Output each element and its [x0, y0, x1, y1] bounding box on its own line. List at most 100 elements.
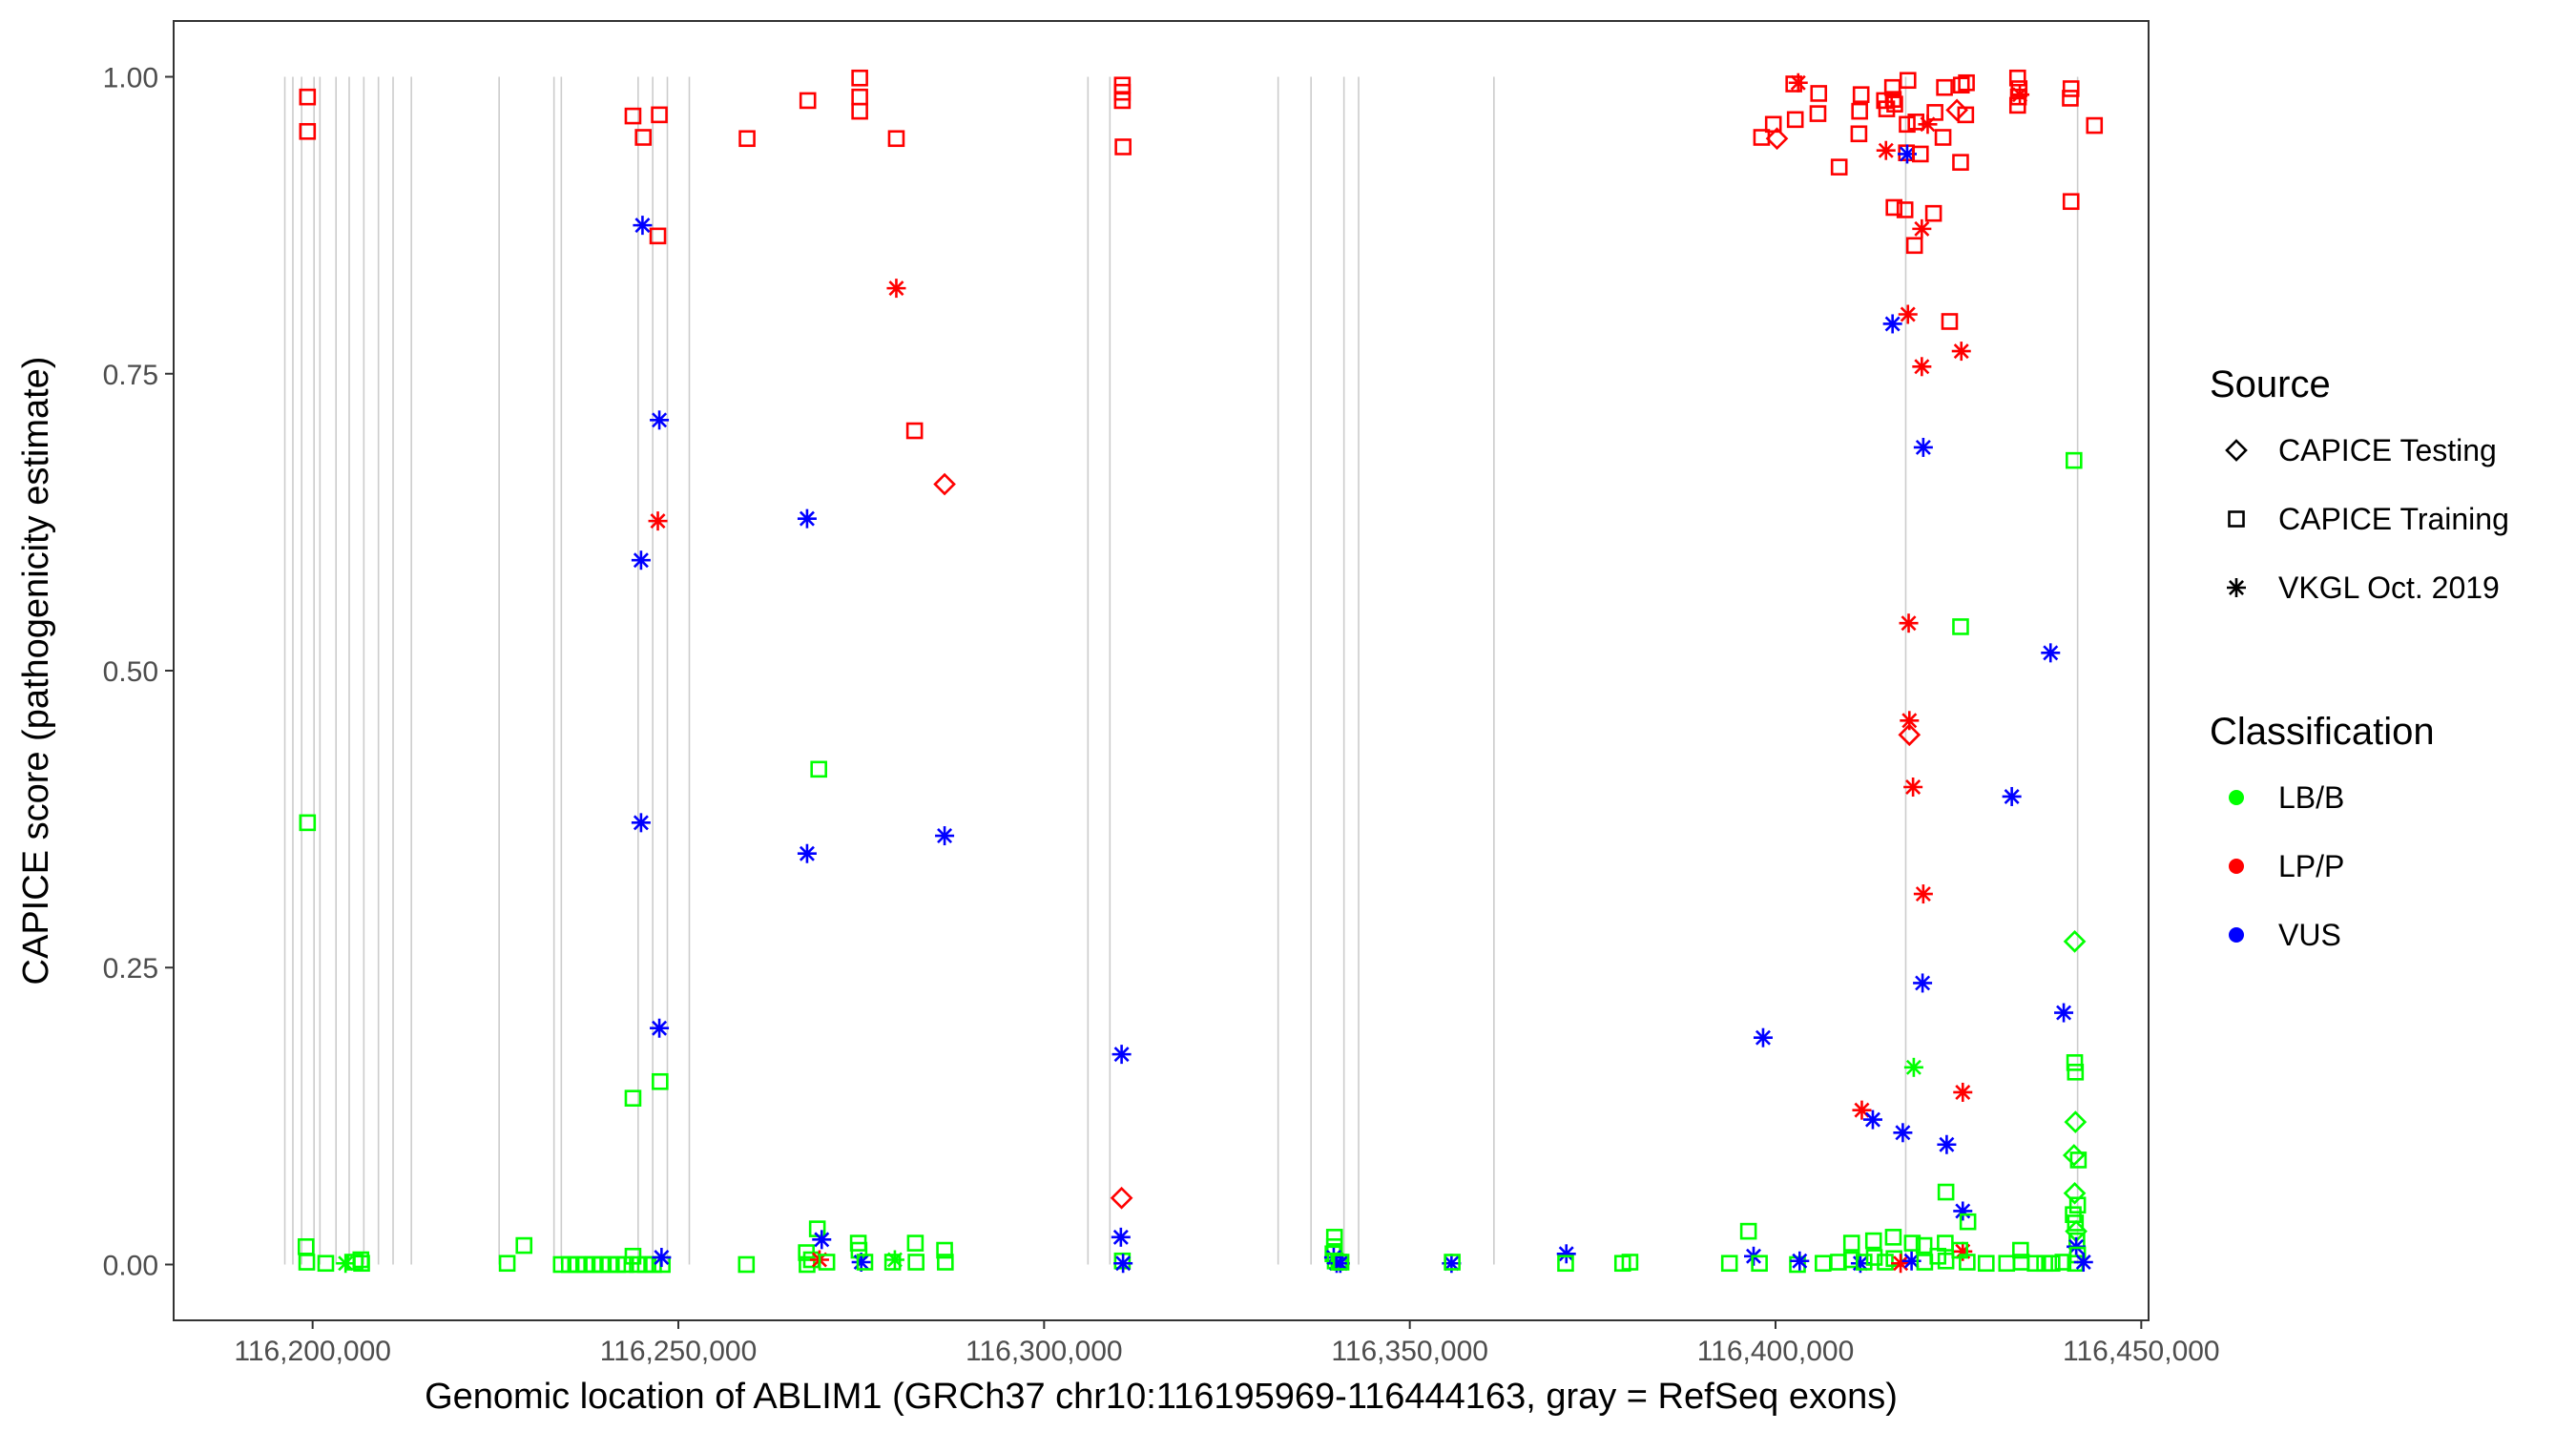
data-point [1788, 73, 1808, 93]
data-point [1957, 106, 1975, 124]
data-point [650, 1018, 670, 1038]
data-point [2067, 1214, 2085, 1232]
legend-classification-title: Classification [2210, 711, 2435, 753]
data-point [812, 1230, 832, 1250]
data-point [935, 826, 955, 846]
data-point [1325, 1229, 1343, 1246]
data-point [1850, 125, 1868, 143]
data-point [936, 1241, 953, 1259]
legend-source-key [2225, 439, 2248, 462]
legend-class-label: LP/P [2278, 849, 2344, 883]
data-point [1852, 86, 1870, 103]
data-point [886, 279, 906, 299]
data-points [297, 69, 2104, 1274]
legend-source-key [2227, 578, 2246, 597]
data-point [2008, 69, 2026, 87]
data-point [1113, 92, 1132, 110]
data-point [1915, 1236, 1933, 1255]
data-point [1720, 1255, 1738, 1273]
x-axis: 116,200,000 116,250,000 116,300,000 116,350… [234, 1320, 2220, 1367]
data-point [648, 511, 668, 531]
x-tick-label: 116,450,000 [2063, 1336, 2220, 1367]
data-point [1855, 1254, 1873, 1271]
data-point [1753, 1027, 1773, 1047]
data-point [1899, 72, 1917, 90]
data-point [1862, 1110, 1882, 1130]
data-point [2064, 1110, 2088, 1133]
data-point [1903, 1057, 1923, 1077]
data-point [631, 550, 651, 570]
data-point [1913, 437, 1933, 457]
data-point [652, 1072, 669, 1090]
data-point [631, 813, 651, 833]
data-point [738, 130, 756, 148]
data-point [1556, 1244, 1576, 1264]
data-point [1905, 237, 1923, 255]
data-point [2041, 643, 2061, 663]
data-point [624, 107, 642, 125]
legend: Source Classification CAPICE Testing CAPI… [2210, 363, 2509, 952]
y-tick-label: 0.75 [103, 360, 158, 391]
data-point [907, 1254, 924, 1271]
data-point [1110, 1186, 1133, 1210]
data-point [1913, 884, 1933, 904]
data-point [1937, 1134, 1957, 1154]
x-tick-label: 116,400,000 [1697, 1336, 1855, 1367]
data-point [634, 129, 653, 146]
data-point [1114, 138, 1132, 156]
data-point [799, 92, 817, 110]
data-point [1912, 357, 1932, 377]
data-point [1898, 304, 1918, 324]
data-point [1739, 1222, 1757, 1240]
legend-source-label: VKGL Oct. 2019 [2278, 570, 2500, 605]
legend-class-label: LB/B [2278, 780, 2344, 815]
legend-class-key [2229, 927, 2244, 943]
data-point [1912, 145, 1929, 163]
data-point [1557, 1255, 1574, 1273]
data-point [1901, 1251, 1922, 1271]
data-point [633, 216, 653, 236]
data-point [1959, 1213, 1977, 1231]
data-point [2062, 193, 2080, 211]
exon-lines [283, 76, 2079, 1265]
legend-class-label: VUS [2278, 918, 2341, 952]
data-point [1444, 1254, 1461, 1271]
data-point [1952, 618, 1969, 635]
data-point [1809, 105, 1827, 122]
data-point [2063, 930, 2087, 953]
data-point [650, 410, 670, 430]
data-point [1953, 1082, 1973, 1102]
data-point [317, 1255, 335, 1273]
data-point [1936, 78, 1953, 96]
data-point [1886, 95, 1903, 113]
data-point [1111, 1227, 1131, 1247]
y-tick-label: 0.00 [103, 1250, 158, 1281]
data-point [1952, 154, 1969, 171]
data-point [1937, 1183, 1955, 1201]
data-point [299, 88, 317, 106]
x-tick-label: 116,300,000 [966, 1336, 1123, 1367]
data-point [1978, 1255, 1995, 1273]
data-point [2062, 90, 2079, 107]
data-point [1790, 1251, 1810, 1271]
legend-source-label: CAPICE Training [2278, 502, 2509, 536]
data-point [1864, 1232, 1882, 1250]
data-point [651, 106, 668, 124]
data-point [1941, 313, 1959, 330]
data-point [1332, 1254, 1350, 1271]
data-point [1882, 314, 1902, 334]
data-point [2044, 1255, 2061, 1273]
data-point [2067, 1064, 2085, 1081]
data-point [810, 760, 828, 778]
data-point [1959, 1254, 1976, 1271]
data-point [1876, 140, 1896, 160]
x-axis-title: Genomic location of ABLIM1 (GRCh37 chr10… [425, 1377, 1898, 1417]
x-tick-label: 116,250,000 [600, 1336, 758, 1367]
data-point [2012, 1241, 2029, 1259]
y-tick-label: 1.00 [103, 63, 158, 94]
y-tick-label: 0.25 [103, 953, 158, 985]
data-point [1926, 104, 1943, 121]
data-point [498, 1255, 516, 1273]
data-point [1900, 711, 1920, 731]
data-point [851, 69, 868, 87]
